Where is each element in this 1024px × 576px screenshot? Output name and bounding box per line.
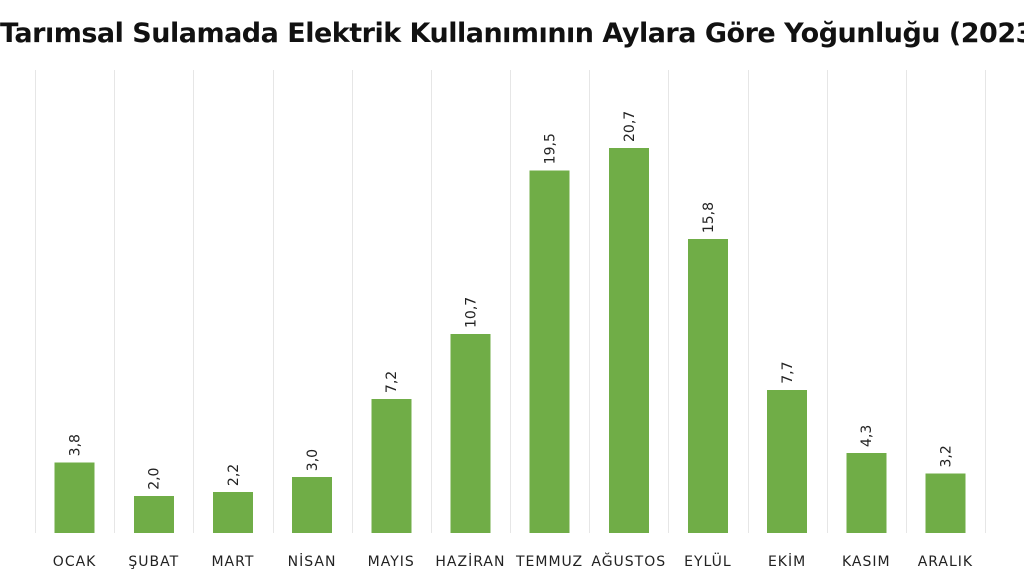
bar-mart xyxy=(212,492,253,533)
category-label: HAZİRAN xyxy=(435,552,505,570)
category-label: EKİM xyxy=(768,552,806,570)
bar-eki̇m xyxy=(767,389,808,533)
bar-hazi̇ran xyxy=(450,333,491,533)
value-label: 3,0 xyxy=(305,449,321,471)
value-label: 10,7 xyxy=(463,297,479,328)
value-label: 2,0 xyxy=(147,468,163,490)
bar-şubat xyxy=(133,495,174,533)
value-label: 7,2 xyxy=(384,371,400,393)
category-label: MART xyxy=(211,554,254,570)
grid-lines xyxy=(35,70,986,533)
value-label: 15,8 xyxy=(701,202,717,233)
bar-aralik xyxy=(925,473,966,533)
value-label: 3,8 xyxy=(68,434,84,456)
bar-mayis xyxy=(371,399,412,533)
value-label: 19,5 xyxy=(543,133,559,164)
category-label: AĞUSTOS xyxy=(591,552,666,570)
value-label: 20,7 xyxy=(622,111,638,142)
category-label: NİSAN xyxy=(288,552,337,570)
bars xyxy=(54,148,966,534)
bar-eylül xyxy=(687,239,728,534)
category-label: OCAK xyxy=(53,554,97,570)
category-labels: OCAK ŞUBAT MART NİSAN MAYIS HAZİRAN TEMMUZ AĞUS… xyxy=(53,552,973,570)
category-label: KASIM xyxy=(842,554,891,570)
value-label: 2,2 xyxy=(226,464,242,486)
value-label: 7,7 xyxy=(780,362,796,384)
category-label: ARALIK xyxy=(918,554,973,570)
value-labels: 3,8 2,0 2,2 3,0 7,2 10,7 19,5 20,7 15,8 7,7 4,3 3,2 xyxy=(68,111,955,490)
chart-title: Tarımsal Sulamada Elektrik Kullanımının … xyxy=(0,18,1024,49)
bar-temmuz xyxy=(529,170,570,533)
category-label: ŞUBAT xyxy=(128,554,179,570)
bar-ocak xyxy=(54,462,95,533)
bar-ağustos xyxy=(608,148,649,533)
value-label: 4,3 xyxy=(859,425,875,447)
category-label: TEMMUZ xyxy=(515,554,583,570)
value-label: 3,2 xyxy=(938,445,954,467)
category-label: MAYIS xyxy=(368,554,415,570)
bar-ni̇san xyxy=(292,477,333,533)
category-label: EYLÜL xyxy=(684,552,732,570)
bar-kasim xyxy=(846,453,887,533)
